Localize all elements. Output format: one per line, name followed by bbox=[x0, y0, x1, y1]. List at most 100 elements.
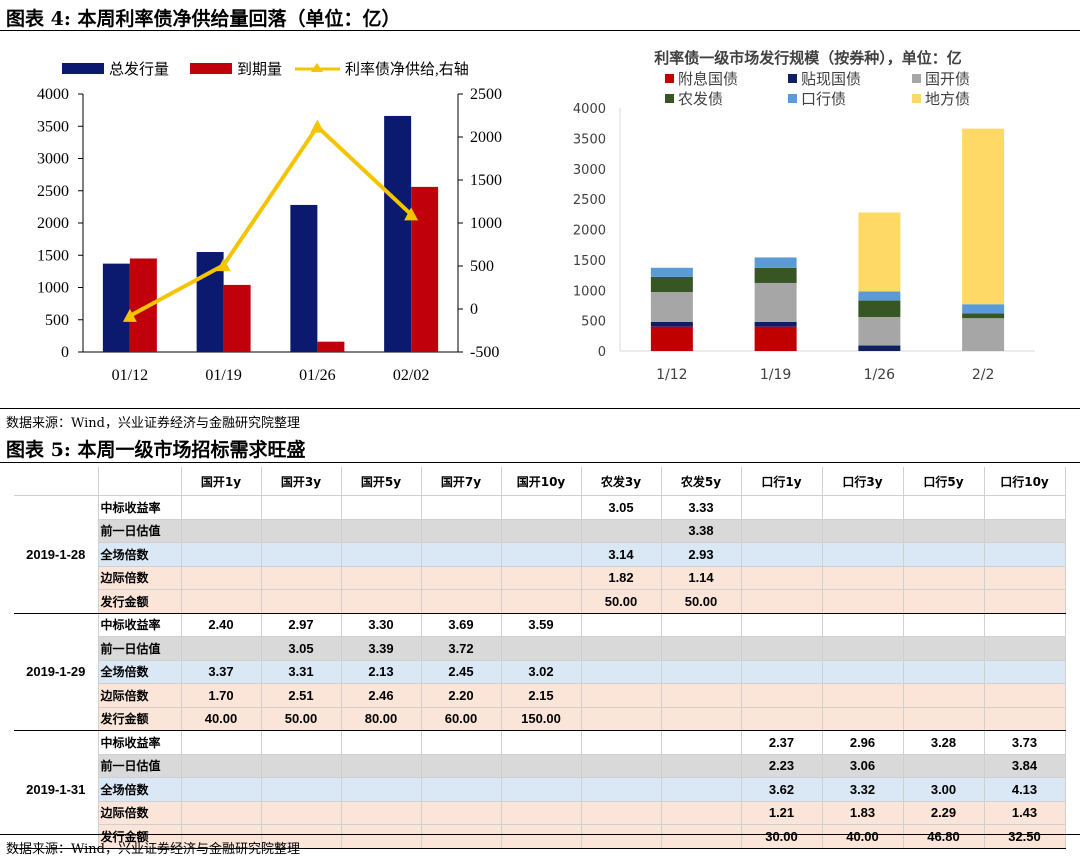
table-cell: 3.84 bbox=[984, 754, 1066, 778]
table-cell: 3.30 bbox=[341, 613, 422, 637]
table-cell bbox=[261, 589, 342, 614]
table-row: 边际倍数 1.21 1.83 2.29 1.43 bbox=[14, 801, 1066, 825]
left-tick-label: 4000 bbox=[37, 86, 69, 103]
table-cell: 3.05 bbox=[261, 636, 342, 661]
table-cell bbox=[181, 542, 262, 567]
chart-bottom-rule bbox=[0, 408, 1080, 409]
bar-segment-fuxi bbox=[754, 326, 797, 351]
table-cell bbox=[661, 777, 742, 802]
table-cell bbox=[421, 495, 502, 520]
bar-segment-difang bbox=[858, 212, 901, 292]
table-cell bbox=[581, 824, 662, 849]
row-label: 边际倍数 bbox=[98, 801, 182, 825]
table-cell: 150.00 bbox=[501, 707, 582, 731]
table-cell bbox=[421, 566, 502, 590]
bar-segment-nongfa bbox=[962, 313, 1005, 319]
table-cell bbox=[903, 566, 985, 590]
table-cell: 2.97 bbox=[261, 613, 342, 637]
column-header: 国开10y bbox=[501, 467, 582, 496]
table-cell bbox=[421, 542, 502, 567]
chart-title: 利率债一级市场发行规模（按券种），单位：亿 bbox=[654, 49, 962, 67]
bar-maturity bbox=[223, 284, 251, 352]
table-row: 边际倍数 1.82 1.14 bbox=[14, 566, 1066, 590]
table-cell: 40.00 bbox=[181, 707, 262, 731]
table-cell bbox=[261, 495, 342, 520]
figure-5-title: 图表 5: 本周一级市场招标需求旺盛 bbox=[6, 439, 306, 461]
table-row: 前一日估值 3.05 3.39 3.72 bbox=[14, 636, 1066, 661]
row-label: 全场倍数 bbox=[98, 660, 182, 684]
bar-segment-tiexian bbox=[650, 321, 693, 327]
bar-segment-guokai bbox=[754, 282, 797, 322]
table-cell bbox=[501, 824, 582, 849]
legend-label-guokai: 国开债 bbox=[925, 70, 970, 88]
table-cell bbox=[181, 730, 262, 755]
table-row: 2019-1-31 中标收益率 2.37 2.96 3.28 3.73 bbox=[14, 730, 1066, 849]
table-cell: 2.13 bbox=[341, 660, 422, 684]
table-cell bbox=[181, 589, 262, 614]
table-cell: 3.32 bbox=[822, 777, 904, 802]
bar-segment-tiexian bbox=[858, 345, 901, 351]
y-tick-label: 4000 bbox=[573, 102, 606, 117]
table-cell bbox=[581, 707, 662, 731]
table-cell bbox=[903, 636, 985, 661]
table-cell: 2.96 bbox=[822, 730, 904, 755]
table-cell bbox=[261, 730, 342, 755]
table-cell bbox=[581, 519, 662, 543]
table-cell bbox=[421, 730, 502, 755]
legend-swatch-fuxi bbox=[665, 74, 674, 83]
table-cell: 3.62 bbox=[741, 777, 823, 802]
x-tick-label: 1/19 bbox=[760, 367, 791, 383]
table-row: 2019-1-28 中标收益率 3.05 3.33 bbox=[14, 495, 1066, 614]
title-rule-2 bbox=[0, 462, 1080, 463]
table-cell: 2.93 bbox=[661, 542, 742, 567]
table-cell bbox=[181, 495, 262, 520]
x-tick-label: 01/19 bbox=[205, 367, 241, 384]
table-cell bbox=[903, 660, 985, 684]
table-cell bbox=[421, 801, 502, 825]
table-cell bbox=[903, 683, 985, 708]
table-cell bbox=[903, 754, 985, 778]
table-cell: 2.40 bbox=[181, 613, 262, 637]
legend-label-difang: 地方债 bbox=[925, 90, 970, 108]
table-cell bbox=[581, 636, 662, 661]
table-cell bbox=[741, 707, 823, 731]
x-tick-label: 01/26 bbox=[299, 367, 335, 384]
table-cell bbox=[661, 754, 742, 778]
table-cell bbox=[261, 754, 342, 778]
x-tick-label: 02/02 bbox=[393, 367, 429, 384]
table-cell bbox=[181, 519, 262, 543]
table-cell bbox=[741, 660, 823, 684]
legend-label-issuance: 总发行量 bbox=[109, 61, 169, 78]
table-cell: 2.45 bbox=[421, 660, 502, 684]
table-cell bbox=[181, 566, 262, 590]
bar-segment-kouhang bbox=[754, 257, 797, 268]
table-cell bbox=[181, 824, 262, 849]
table-cell: 3.31 bbox=[261, 660, 342, 684]
table-cell bbox=[421, 777, 502, 802]
column-header: 口行10y bbox=[984, 467, 1066, 496]
row-label: 中标收益率 bbox=[98, 730, 182, 755]
table-row: 2019-1-29 中标收益率 2.40 2.97 3.30 3.69 3.59 bbox=[14, 613, 1066, 731]
table-row: 全场倍数 3.14 2.93 bbox=[14, 542, 1066, 567]
table-cell bbox=[421, 519, 502, 543]
legend-swatch-nongfa bbox=[665, 94, 674, 103]
table-header-row: 国开1y 国开3y 国开5y 国开7y 国开10y 农发3y 农发5y 口行1y 口行3y 口行5… bbox=[14, 467, 1066, 496]
table-cell bbox=[984, 495, 1066, 520]
table-cell bbox=[741, 495, 823, 520]
row-label: 发行金额 bbox=[98, 824, 182, 849]
right-tick-label: 2500 bbox=[470, 86, 502, 103]
table-cell bbox=[822, 495, 904, 520]
y-tick-label: 2500 bbox=[573, 193, 606, 208]
table-cell: 1.82 bbox=[581, 566, 662, 590]
x-tick-label: 01/12 bbox=[112, 367, 148, 384]
table-cell bbox=[341, 519, 422, 543]
table-cell bbox=[822, 613, 904, 637]
table-cell bbox=[984, 660, 1066, 684]
table-cell bbox=[341, 824, 422, 849]
auction-demand-table: 国开1y 国开3y 国开5y 国开7y 国开10y 农发3y 农发5y 口行1y 口行3y 口行5… bbox=[14, 467, 1066, 849]
table-cell bbox=[661, 636, 742, 661]
legend-swatch-kouhang bbox=[788, 94, 797, 103]
table-cell bbox=[661, 801, 742, 825]
column-header: 国开1y bbox=[181, 467, 262, 496]
table-cell: 3.72 bbox=[421, 636, 502, 661]
